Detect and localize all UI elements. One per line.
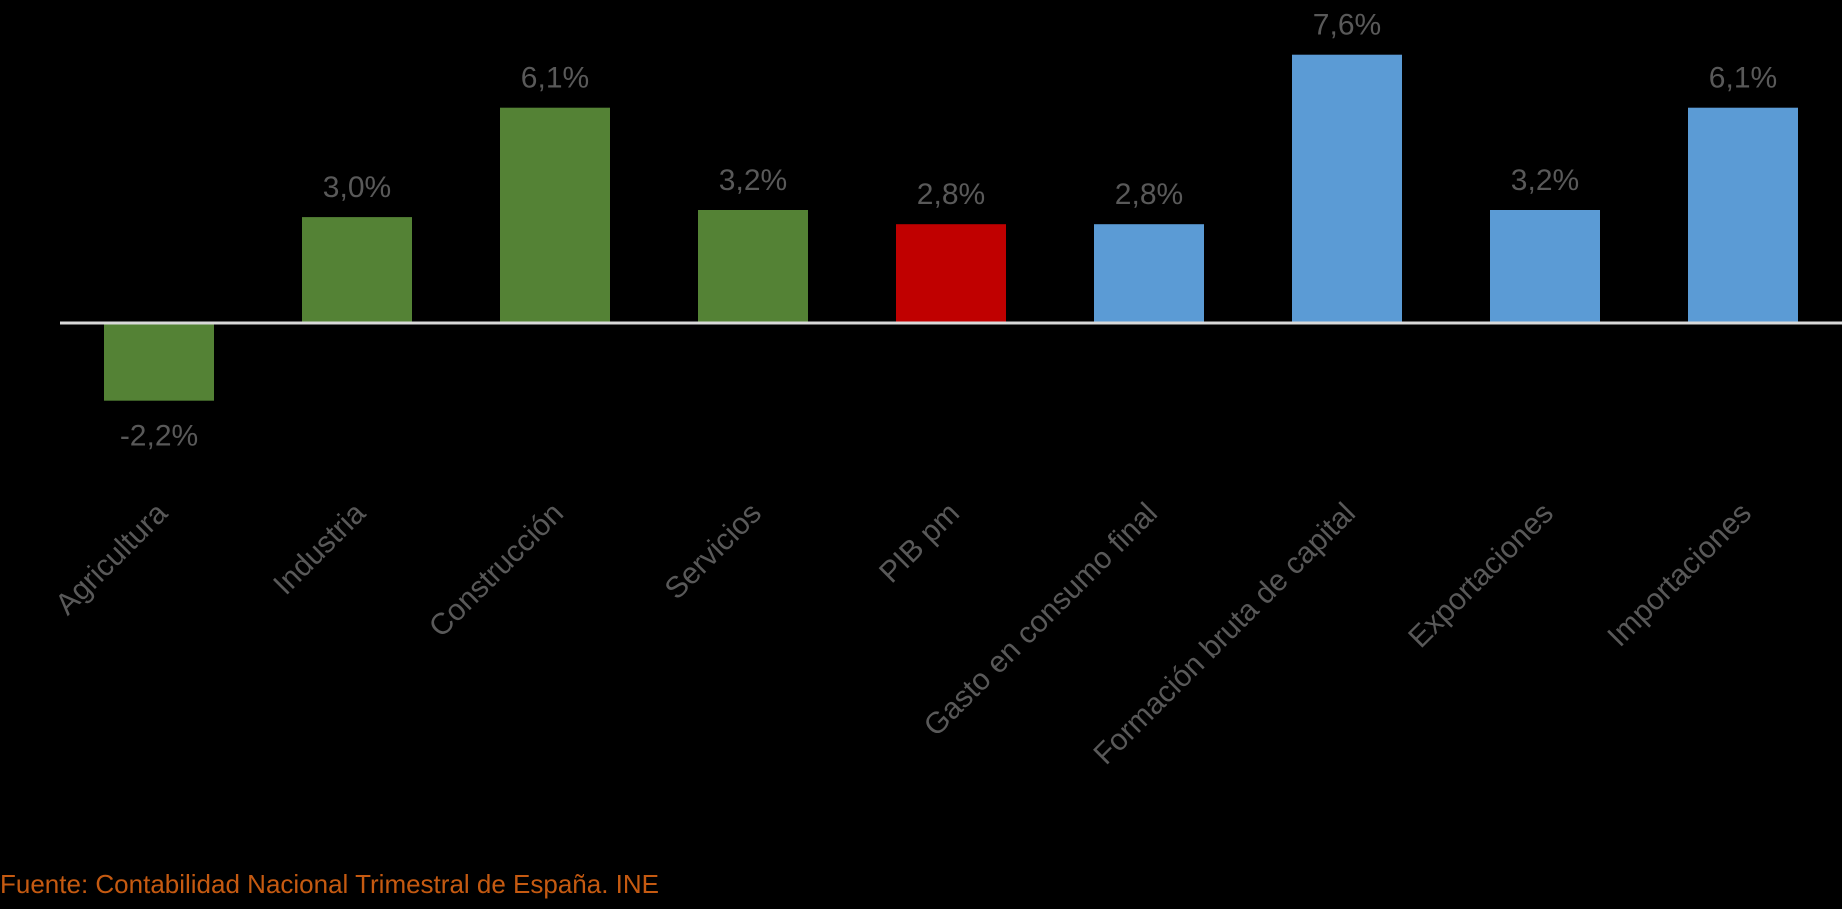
category-labels-layer: Agricultura Industria Construcción Servicio…: [49, 496, 1758, 771]
value-label-2: 3,0%: [323, 171, 391, 204]
bar-2: [302, 217, 412, 323]
value-label-9: 6,1%: [1709, 62, 1777, 95]
category-label-8: Exportaciones: [1402, 497, 1560, 655]
value-label-5: 2,8%: [917, 178, 985, 211]
value-label-1: -2,2%: [120, 420, 198, 453]
category-label-9: Importaciones: [1601, 497, 1758, 654]
category-label-4: Servicios: [659, 497, 768, 606]
value-label-4: 3,2%: [719, 164, 787, 197]
bar-5: [896, 224, 1006, 323]
category-label-6: Gasto en consumo final: [918, 497, 1164, 743]
bar-3: [500, 107, 610, 323]
value-labels-layer: -2,2% 3,0% 6,1% 3,2% 2,8% 2,8% 7,6% 3,2% 6,1%: [120, 9, 1777, 453]
category-label-1: Agricultura: [49, 496, 174, 621]
bar-9: [1688, 107, 1798, 323]
category-label-2: Industria: [267, 496, 372, 601]
bar-1: [104, 323, 214, 401]
bar-6: [1094, 224, 1204, 323]
value-label-8: 3,2%: [1511, 164, 1579, 197]
source-note: Fuente: Contabilidad Nacional Trimestral…: [0, 869, 660, 899]
value-label-7: 7,6%: [1313, 9, 1381, 42]
category-label-3: Construcción: [423, 497, 570, 644]
value-label-3: 6,1%: [521, 62, 589, 95]
category-label-5: PIB pm: [873, 497, 966, 590]
bars-layer: [104, 54, 1798, 401]
bar-8: [1490, 210, 1600, 323]
value-label-6: 2,8%: [1115, 178, 1183, 211]
bar-4: [698, 210, 808, 323]
bar-7: [1292, 54, 1402, 323]
